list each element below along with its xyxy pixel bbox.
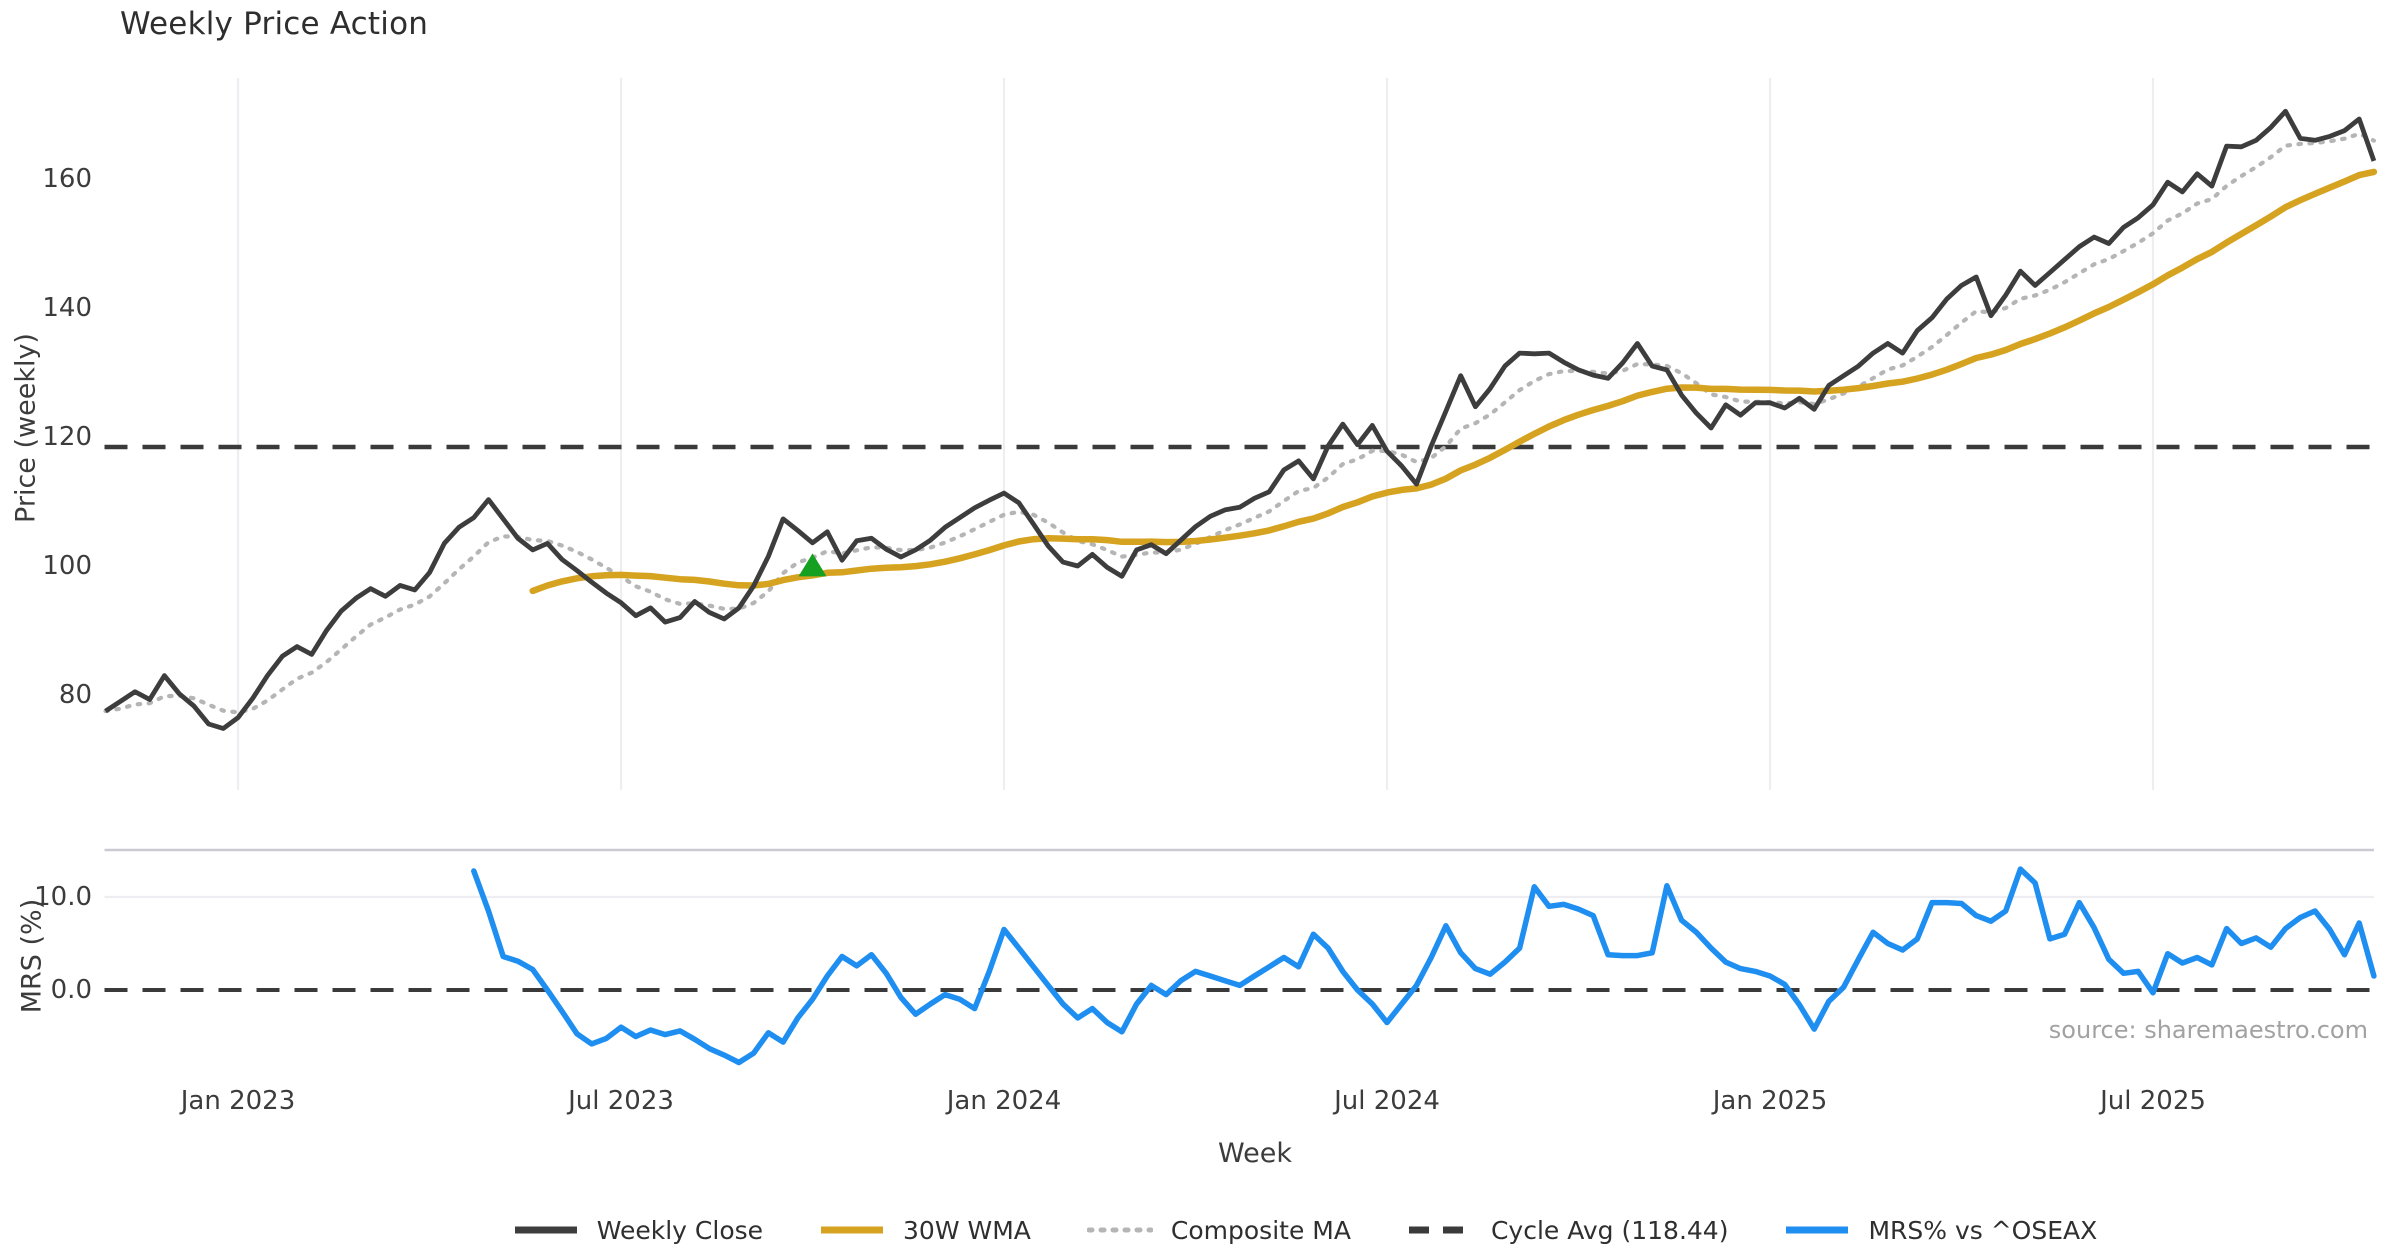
legend-label-30w-wma: 30W WMA [903,1215,1031,1245]
chart-title: Weekly Price Action [120,6,429,42]
x-tick-jul-2025: Jul 2025 [2100,1086,2206,1116]
mrs-tick-10: 10.0 [34,882,92,912]
date-gridlines [237,78,2155,790]
buy-signal-triangle-icon [798,553,827,577]
composite-ma-line [103,131,2376,715]
chart-legend: Weekly Close 30W WMA Composite MA Cycle Avg… [0,1208,2400,1252]
legend-item-weekly-close: Weekly Close [513,1216,763,1245]
legend-label-mrs-vs-oseax: MRS% vs ^OSEAX [1868,1215,2098,1245]
x-tick-jan-2025: Jan 2025 [1712,1086,1828,1116]
x-tick-jan-2024: Jan 2024 [946,1086,1062,1116]
mrs-tick-0: 0.0 [50,975,92,1005]
legend-swatch-mrs-vs-oseax [1786,1226,1849,1234]
mrs-line [471,866,2377,1066]
price-tick-160: 160 [42,164,92,194]
price-axis-label: Price (weekly) [10,333,42,523]
legend-item-composite-ma: Composite MA [1086,1215,1351,1245]
wma-30w-line [529,168,2378,595]
legend-label-composite-ma: Composite MA [1170,1215,1351,1245]
legend-label-weekly-close: Weekly Close [596,1215,764,1245]
legend-swatch-composite-ma [1086,1227,1153,1233]
price-tick-140: 140 [42,293,92,323]
x-tick-jan-2023: Jan 2023 [180,1086,296,1116]
mrs-axis-label: MRS (%) [16,898,48,1014]
price-tick-100: 100 [42,551,92,581]
legend-label-cycle-avg-118-44: Cycle Avg (118.44) [1490,1215,1729,1245]
price-tick-120: 120 [42,422,92,452]
mrs-panel-frame [104,848,2374,899]
legend-item-cycle-avg-118-44: Cycle Avg (118.44) [1407,1215,1729,1245]
legend-swatch-weekly-close [514,1226,577,1234]
weekly-close-line [104,108,2377,731]
x-tick-jul-2024: Jul 2024 [1334,1086,1440,1116]
source-credit: source: sharemaestro.com [2048,1016,2368,1044]
x-tick-jul-2023: Jul 2023 [568,1086,674,1116]
legend-item-mrs-vs-oseax: MRS% vs ^OSEAX [1784,1216,2097,1245]
legend-item-30w-wma: 30W WMA [819,1216,1031,1245]
legend-swatch-30w-wma [821,1226,884,1234]
price-tick-80: 80 [58,680,92,710]
legend-swatch-cycle-avg-118-44 [1408,1226,1471,1234]
x-axis-label: Week [1218,1138,1292,1169]
